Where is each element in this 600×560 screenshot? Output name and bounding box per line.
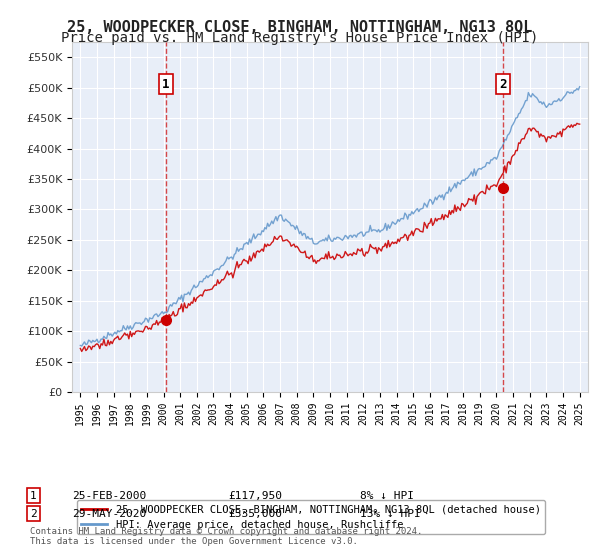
Text: Price paid vs. HM Land Registry's House Price Index (HPI): Price paid vs. HM Land Registry's House … [61, 31, 539, 45]
Text: 1: 1 [162, 77, 170, 91]
Text: 13% ↓ HPI: 13% ↓ HPI [360, 508, 421, 519]
Legend: 25, WOODPECKER CLOSE, BINGHAM, NOTTINGHAM, NG13 8QL (detached house), HPI: Avera: 25, WOODPECKER CLOSE, BINGHAM, NOTTINGHA… [77, 500, 545, 534]
Text: 29-MAY-2020: 29-MAY-2020 [72, 508, 146, 519]
Text: 1: 1 [30, 491, 37, 501]
Text: 2: 2 [30, 508, 37, 519]
Text: £117,950: £117,950 [228, 491, 282, 501]
Text: £335,000: £335,000 [228, 508, 282, 519]
Text: 8% ↓ HPI: 8% ↓ HPI [360, 491, 414, 501]
Text: 25-FEB-2000: 25-FEB-2000 [72, 491, 146, 501]
Text: Contains HM Land Registry data © Crown copyright and database right 2024.
This d: Contains HM Land Registry data © Crown c… [30, 526, 422, 546]
Text: 25, WOODPECKER CLOSE, BINGHAM, NOTTINGHAM, NG13 8QL: 25, WOODPECKER CLOSE, BINGHAM, NOTTINGHA… [67, 20, 533, 35]
Text: 2: 2 [500, 77, 507, 91]
